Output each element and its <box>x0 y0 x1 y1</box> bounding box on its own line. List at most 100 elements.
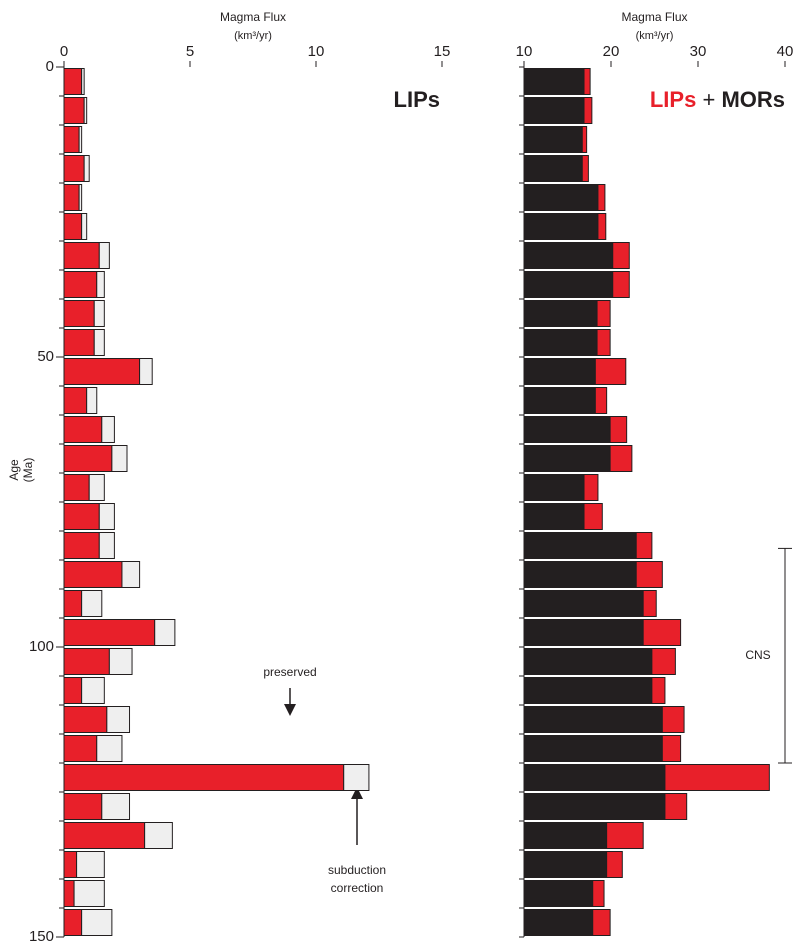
bar <box>583 68 591 95</box>
bar <box>63 764 345 791</box>
bar <box>63 358 141 385</box>
bar <box>583 97 593 124</box>
bar <box>523 851 608 878</box>
bar <box>592 909 611 936</box>
bar <box>63 503 100 530</box>
bar <box>523 300 598 327</box>
bar <box>81 68 85 95</box>
bar <box>594 358 627 385</box>
bar <box>523 822 608 849</box>
bar <box>63 387 88 414</box>
bar <box>594 387 608 414</box>
x-axis-label: Magma Flux <box>220 10 286 24</box>
bar <box>523 909 594 936</box>
y-axis-label: Age <box>7 459 21 481</box>
x-tick-label: 15 <box>434 43 451 60</box>
bar <box>83 155 90 182</box>
bar <box>635 561 663 588</box>
bar <box>597 213 607 240</box>
bar <box>63 619 156 646</box>
bar <box>63 648 110 675</box>
bar <box>523 68 585 95</box>
bar <box>63 909 83 936</box>
title-part: + <box>702 87 715 112</box>
bar <box>606 822 644 849</box>
bar <box>63 155 85 182</box>
bar <box>635 532 653 559</box>
bar <box>523 242 614 269</box>
x-tick-label: 10 <box>308 43 325 60</box>
bar <box>121 561 141 588</box>
bar <box>78 184 83 211</box>
bar <box>523 503 585 530</box>
bar <box>139 358 153 385</box>
x-tick-label: 20 <box>603 43 620 60</box>
bar <box>111 445 128 472</box>
bar <box>78 126 83 153</box>
bar <box>96 735 123 762</box>
bar <box>523 532 637 559</box>
annotation: preserved <box>263 665 316 679</box>
x-axis-label: Magma Flux <box>621 10 687 24</box>
bar <box>81 677 105 704</box>
bar <box>523 764 666 791</box>
bar <box>88 474 105 501</box>
bar <box>63 851 78 878</box>
bar <box>101 793 131 820</box>
bar <box>523 677 653 704</box>
bar <box>523 271 614 298</box>
bar <box>523 706 663 733</box>
bar <box>612 271 630 298</box>
bar <box>63 677 83 704</box>
bar <box>661 735 682 762</box>
x-tick-label: 30 <box>690 43 707 60</box>
bar <box>63 184 80 211</box>
bar <box>98 503 115 530</box>
bar <box>596 329 611 356</box>
x-tick-label: 0 <box>60 43 68 60</box>
bar <box>93 329 105 356</box>
chart-title: LIPs + MORs <box>650 87 785 112</box>
chart-title: LIPs <box>394 87 440 112</box>
y-tick-label: 0 <box>46 58 54 75</box>
bar <box>63 561 123 588</box>
bar <box>664 764 770 791</box>
bar <box>523 445 611 472</box>
bar <box>583 503 603 530</box>
y-tick-label: 100 <box>29 638 54 655</box>
bar <box>523 97 585 124</box>
bar <box>63 126 80 153</box>
bar <box>63 880 75 907</box>
bar <box>642 619 682 646</box>
bar <box>63 242 100 269</box>
bar <box>664 793 688 820</box>
bar <box>523 735 663 762</box>
title-part: LIPs <box>650 87 696 112</box>
bar <box>343 764 370 791</box>
bar <box>651 677 666 704</box>
bar <box>96 271 105 298</box>
bar <box>609 445 633 472</box>
bar <box>523 213 599 240</box>
bar <box>63 822 146 849</box>
bar <box>523 416 611 443</box>
bar <box>597 184 606 211</box>
bar <box>73 880 105 907</box>
x-axis-unit: (km³/yr) <box>234 30 272 42</box>
y-tick-label: 150 <box>29 928 54 945</box>
bar <box>106 706 131 733</box>
bar <box>63 532 100 559</box>
y-axis-unit: (Ma) <box>21 458 35 483</box>
bar <box>523 619 644 646</box>
bar <box>581 155 589 182</box>
bar <box>523 329 598 356</box>
bar <box>83 97 88 124</box>
bar <box>523 155 583 182</box>
bar <box>63 706 108 733</box>
bar <box>81 213 88 240</box>
bar <box>63 735 98 762</box>
bar <box>63 445 113 472</box>
bar <box>63 213 83 240</box>
bar <box>101 416 115 443</box>
